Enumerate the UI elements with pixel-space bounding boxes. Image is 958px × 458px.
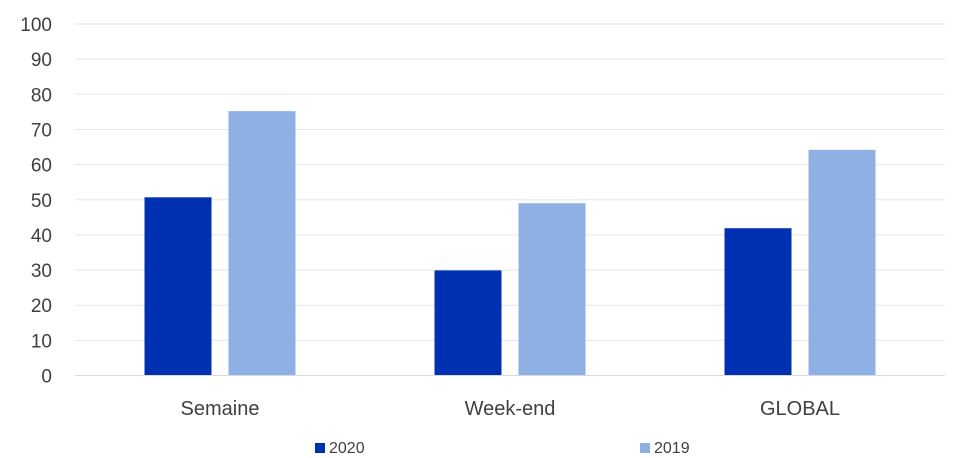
x-category-label: Semaine — [181, 398, 260, 420]
bar-2020-global — [724, 228, 792, 376]
y-tick-label: 70 — [31, 120, 52, 141]
bars — [144, 111, 876, 376]
y-tick-label: 0 — [41, 367, 52, 388]
y-tick-label: 100 — [20, 15, 52, 36]
y-axis-tick-labels: 0 10 20 30 40 50 60 70 80 90 100 — [20, 15, 52, 388]
x-category-label: Week-end — [465, 398, 556, 420]
x-axis-category-labels: Semaine Week-end GLOBAL — [181, 398, 840, 420]
gridlines — [75, 23, 945, 341]
legend: 2020 2019 — [315, 440, 690, 457]
bar-2019-global — [808, 149, 876, 376]
y-tick-label: 80 — [31, 85, 52, 106]
y-tick-label: 50 — [31, 191, 52, 212]
x-category-label: GLOBAL — [760, 398, 840, 420]
legend-swatch-2019 — [640, 443, 650, 453]
y-tick-label: 90 — [31, 50, 52, 71]
y-tick-label: 60 — [31, 156, 52, 177]
y-tick-label: 20 — [31, 296, 52, 317]
y-tick-label: 40 — [31, 226, 52, 247]
legend-label-2020: 2020 — [329, 440, 365, 457]
y-tick-label: 10 — [31, 331, 52, 352]
legend-label-2019: 2019 — [654, 440, 690, 457]
bar-2019-semaine — [228, 111, 296, 376]
legend-swatch-2020 — [315, 443, 325, 453]
bar-2020-week-end — [434, 270, 502, 376]
bar-2020-semaine — [144, 197, 212, 376]
y-tick-label: 30 — [31, 261, 52, 282]
bar-2019-week-end — [518, 203, 586, 376]
